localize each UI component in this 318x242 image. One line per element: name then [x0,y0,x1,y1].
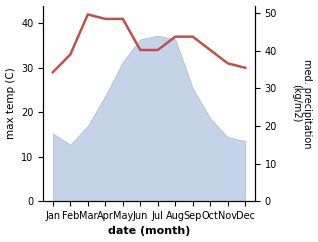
Y-axis label: med. precipitation
(kg/m2): med. precipitation (kg/m2) [291,59,313,148]
Y-axis label: max temp (C): max temp (C) [5,68,16,139]
X-axis label: date (month): date (month) [108,227,190,236]
